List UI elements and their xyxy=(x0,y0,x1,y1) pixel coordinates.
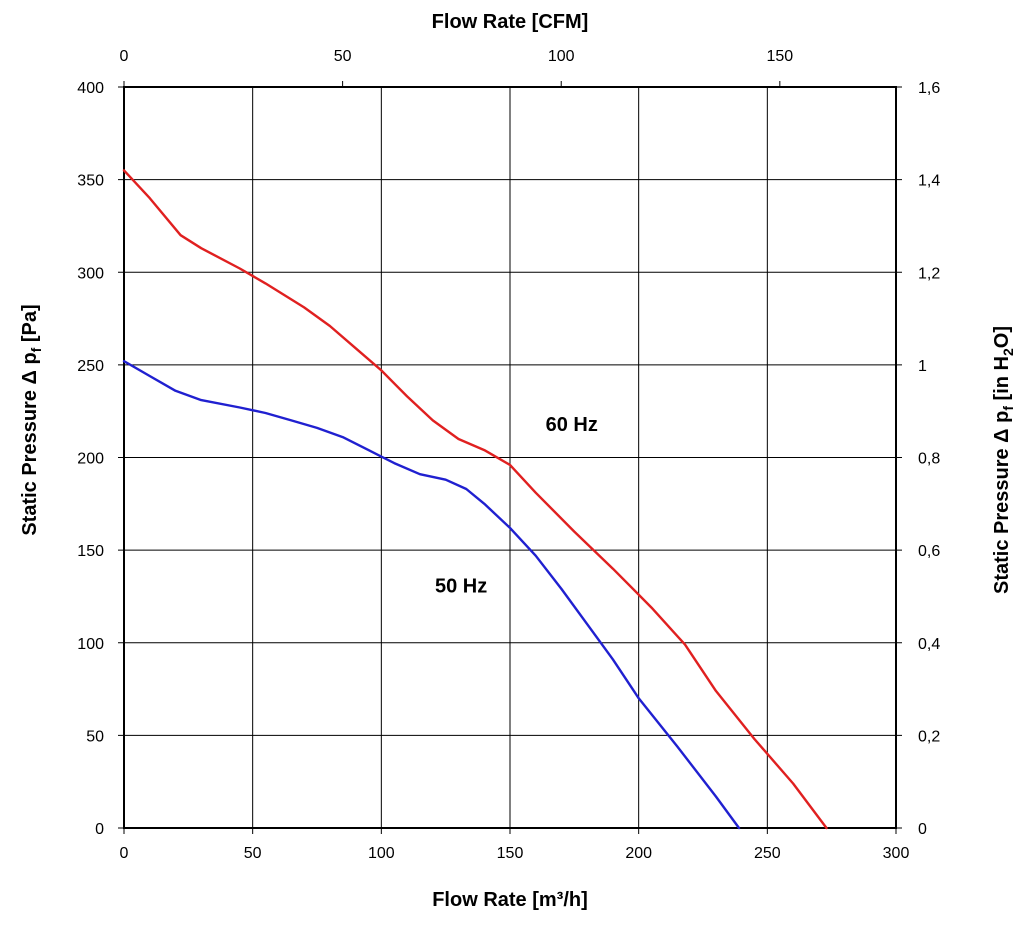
x2-axis-title: Flow Rate [CFM] xyxy=(432,11,589,33)
y-axis-title-main: Static Pressure Δ p xyxy=(19,352,41,535)
x2-tick-label: 150 xyxy=(766,48,793,65)
series-label-60-hz: 60 Hz xyxy=(546,414,598,436)
x-tick-label: 150 xyxy=(497,845,524,862)
x-tick-label: 250 xyxy=(754,845,781,862)
y2-tick-label: 0 xyxy=(918,821,927,838)
y-tick-label: 150 xyxy=(77,543,104,560)
series-label-50-hz: 50 Hz xyxy=(435,575,487,597)
tick-labels: 0 50 100 150 200 250 3000501001502002503003504… xyxy=(77,48,940,862)
grid-lines xyxy=(123,86,897,829)
y-tick-label: 400 xyxy=(77,80,104,97)
x-tick-label: 0 xyxy=(120,845,129,862)
x2-tick-label: 100 xyxy=(548,48,575,65)
x-tick-label: 50 xyxy=(244,845,262,862)
y2-axis-title-sub: f xyxy=(1000,406,1016,411)
y-tick-label: 100 xyxy=(77,636,104,653)
y2-axis-title-end: O] xyxy=(991,326,1013,348)
y2-tick-label: 0,6 xyxy=(918,543,940,560)
y-tick-label: 200 xyxy=(77,451,104,468)
y2-tick-label: 0,4 xyxy=(918,636,940,653)
y2-axis-title: Static Pressure Δ pf [in H2O] xyxy=(991,326,1016,594)
y2-tick-label: 0,8 xyxy=(918,451,940,468)
x2-tick-label: 50 xyxy=(334,48,352,65)
x-tick-label: 200 xyxy=(625,845,652,862)
y2-tick-label: 1 xyxy=(918,358,927,375)
y2-tick-label: 1,2 xyxy=(918,265,940,282)
x-axis-title: Flow Rate [m³/h] xyxy=(432,889,588,911)
y-tick-label: 300 xyxy=(77,265,104,282)
y2-tick-label: 1,4 xyxy=(918,173,940,190)
y2-axis-title-unit: [in H xyxy=(991,356,1013,406)
y-axis-title: Static Pressure Δ pf [Pa] xyxy=(19,304,44,535)
y2-tick-label: 1,6 xyxy=(918,80,940,97)
y-axis-title-sub: f xyxy=(28,347,44,352)
y-tick-label: 250 xyxy=(77,358,104,375)
series-line-60-hz xyxy=(122,169,828,830)
y2-tick-label: 0,2 xyxy=(918,728,940,745)
y2-axis-title-main: Static Pressure Δ p xyxy=(991,411,1013,594)
y-tick-label: 0 xyxy=(95,821,104,838)
x-tick-label: 300 xyxy=(883,845,910,862)
y2-axis-title-sub2: 2 xyxy=(1000,348,1016,356)
y-tick-label: 350 xyxy=(77,173,104,190)
series-labels: 60 Hz 50 Hz xyxy=(435,414,598,597)
curves xyxy=(122,169,828,830)
y-axis-title-unit: [Pa] xyxy=(19,304,41,347)
x2-tick-label: 0 xyxy=(120,48,129,65)
series-line-50-hz xyxy=(122,360,741,830)
y-tick-label: 50 xyxy=(86,728,104,745)
x-tick-label: 100 xyxy=(368,845,395,862)
